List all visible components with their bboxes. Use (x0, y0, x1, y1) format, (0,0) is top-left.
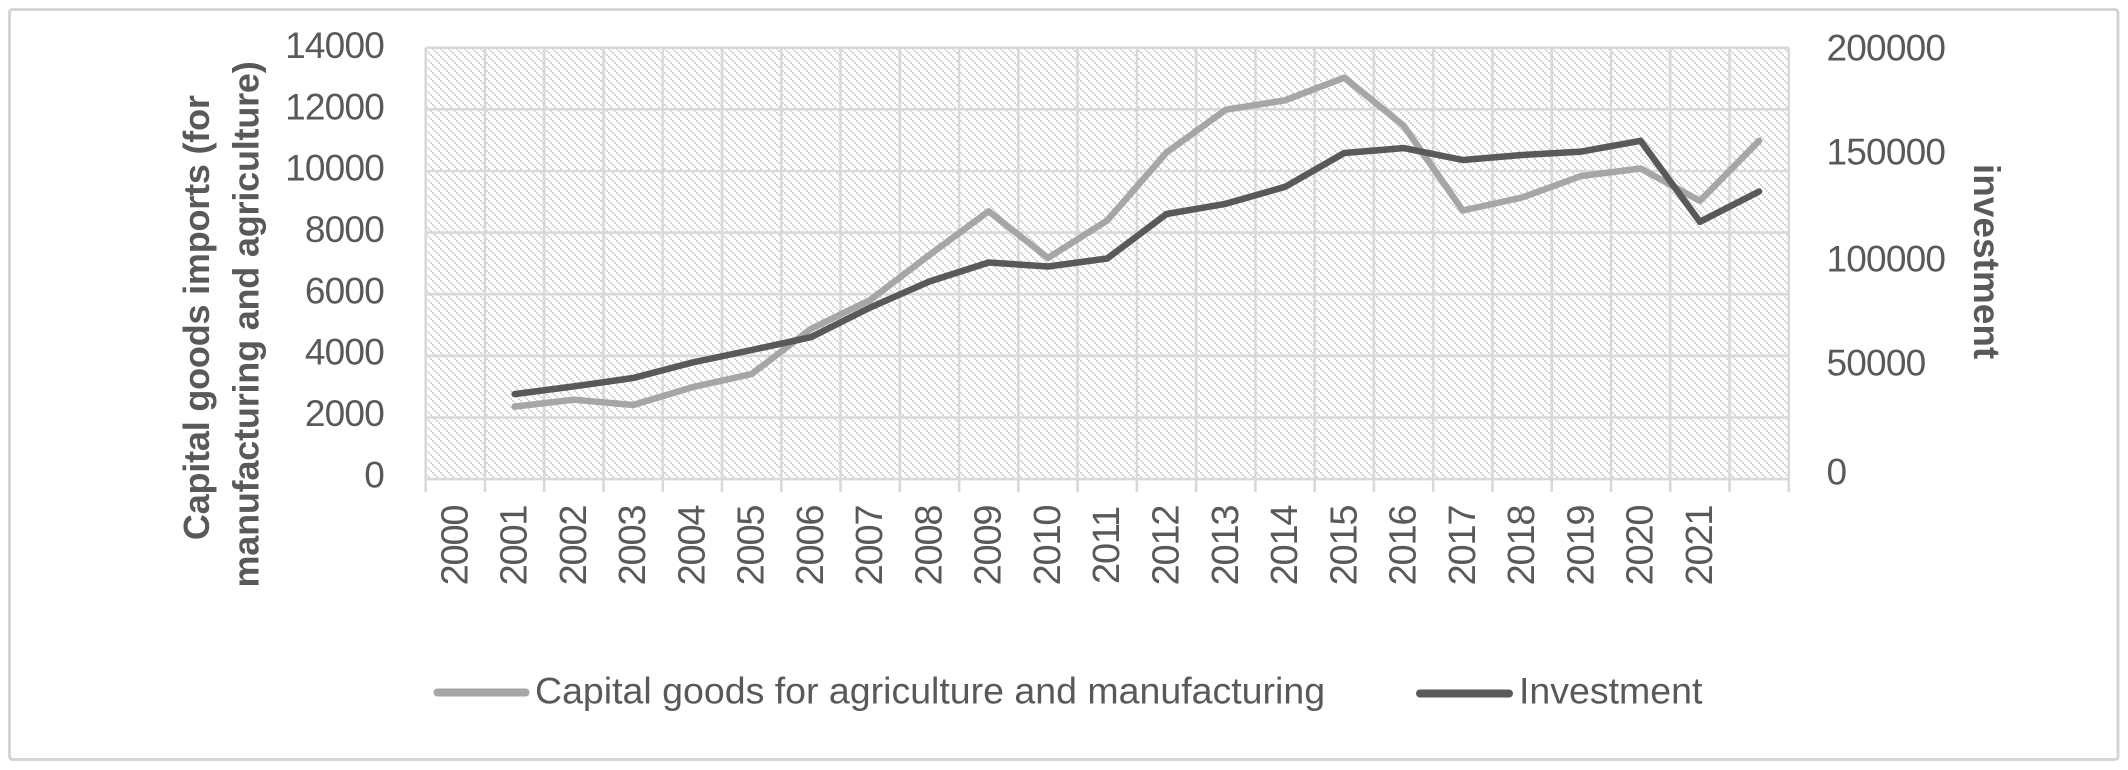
svg-text:0: 0 (364, 454, 384, 495)
svg-text:4000: 4000 (305, 332, 384, 373)
svg-text:2003: 2003 (612, 506, 654, 586)
svg-text:2006: 2006 (790, 506, 832, 586)
svg-text:Investment: Investment (1519, 670, 1703, 712)
svg-text:2013: 2013 (1205, 506, 1247, 586)
svg-text:2000: 2000 (305, 393, 384, 434)
svg-text:200000: 200000 (1827, 28, 1946, 69)
svg-text:2020: 2020 (1620, 506, 1662, 586)
svg-text:2017: 2017 (1442, 506, 1484, 586)
svg-text:2009: 2009 (968, 506, 1010, 586)
svg-text:2004: 2004 (671, 505, 713, 586)
svg-text:Capital goods for agriculture: Capital goods for agriculture and manufa… (535, 670, 1325, 712)
svg-text:2000: 2000 (434, 506, 476, 586)
svg-text:2010: 2010 (1027, 506, 1069, 586)
svg-text:8000: 8000 (305, 209, 384, 250)
svg-text:0: 0 (1827, 452, 1847, 493)
svg-text:Capital goods imports (for: Capital goods imports (for (176, 95, 217, 540)
svg-text:12000: 12000 (285, 86, 384, 127)
svg-text:100000: 100000 (1827, 238, 1946, 279)
svg-text:2001: 2001 (494, 506, 536, 586)
svg-text:50000: 50000 (1827, 342, 1926, 383)
svg-text:14000: 14000 (285, 25, 384, 66)
svg-text:150000: 150000 (1827, 132, 1946, 173)
svg-text:2021: 2021 (1679, 506, 1721, 586)
svg-text:2018: 2018 (1501, 506, 1543, 586)
svg-text:investment: investment (1966, 164, 2007, 359)
svg-text:2012: 2012 (1146, 506, 1188, 586)
svg-text:2008: 2008 (908, 506, 950, 586)
svg-text:2002: 2002 (553, 506, 595, 586)
svg-text:2019: 2019 (1560, 506, 1602, 586)
svg-text:manufacturing and agriculture): manufacturing and agriculture) (225, 61, 266, 587)
svg-text:2007: 2007 (849, 506, 891, 586)
svg-text:2011: 2011 (1086, 507, 1128, 584)
svg-text:2005: 2005 (731, 506, 773, 586)
svg-text:2014: 2014 (1264, 505, 1306, 586)
svg-text:10000: 10000 (285, 148, 384, 189)
svg-text:2016: 2016 (1383, 506, 1425, 586)
svg-text:2015: 2015 (1323, 506, 1365, 586)
svg-text:6000: 6000 (305, 270, 384, 311)
